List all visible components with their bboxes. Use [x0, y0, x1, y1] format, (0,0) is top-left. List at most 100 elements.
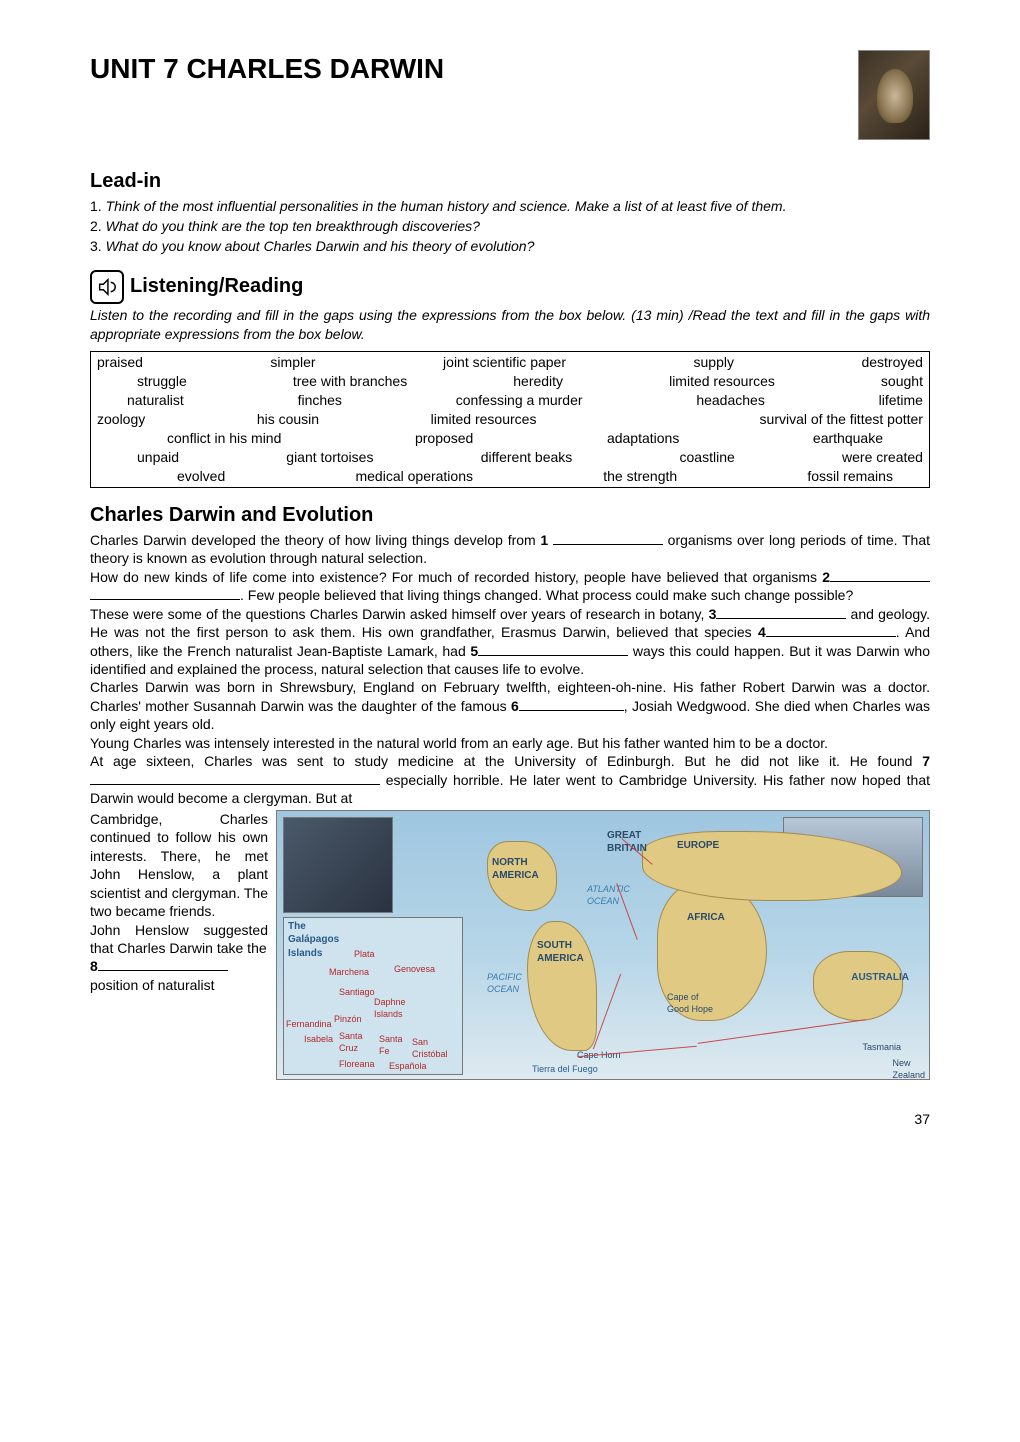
- map-label: Fernandina: [286, 1018, 332, 1030]
- gap-num: 2: [822, 569, 830, 585]
- wb-cell: simpler: [270, 353, 315, 372]
- map-label: Tierra del Fuego: [532, 1063, 598, 1075]
- map-label: SOUTHAMERICA: [537, 939, 584, 966]
- land-australia: [813, 951, 903, 1021]
- wb-cell: headaches: [696, 391, 765, 410]
- wb-cell: tree with branches: [293, 372, 407, 391]
- map-label: EUROPE: [677, 839, 719, 853]
- wb-cell: lifetime: [879, 391, 923, 410]
- page-title: UNIT 7 CHARLES DARWIN: [90, 50, 444, 88]
- wb-cell: adaptations: [607, 429, 679, 448]
- gap-blank: [830, 581, 930, 582]
- gap-blank: [766, 636, 896, 637]
- map-label: Marchena: [329, 966, 369, 978]
- wb-cell: confessing a murder: [456, 391, 583, 410]
- map-label: SanCristóbal: [412, 1036, 448, 1060]
- gap-num: 5: [470, 643, 478, 659]
- wb-cell: the strength: [603, 467, 677, 486]
- wb-cell: limited resources: [669, 372, 775, 391]
- map-label: DaphneIslands: [374, 996, 406, 1020]
- gap-num: 6: [511, 698, 519, 714]
- map-label: Española: [389, 1060, 427, 1072]
- wb-cell: survival of the fittest potter: [760, 410, 923, 429]
- left-column: Cambridge, Charles continued to follow h…: [90, 810, 268, 1080]
- wb-cell: zoology: [97, 410, 145, 429]
- gap-blank: [553, 544, 663, 545]
- darwin-inset-portrait: [283, 817, 393, 913]
- wb-cell: naturalist: [127, 391, 184, 410]
- map-label: Cape ofGood Hope: [667, 991, 713, 1015]
- wb-cell: limited resources: [431, 410, 537, 429]
- wb-cell: destroyed: [861, 353, 922, 372]
- map-label: Plata: [354, 948, 375, 960]
- leadin-item: 2. What do you think are the top ten bre…: [90, 217, 930, 236]
- article-body: Charles Darwin developed the theory of h…: [90, 531, 930, 568]
- leadin-num: 3.: [90, 238, 102, 254]
- wb-cell: coastline: [680, 448, 735, 467]
- galapagos-inset: TheGalápagosIslands Plata Marchena Genov…: [283, 917, 463, 1075]
- gap-num: 4: [758, 624, 766, 640]
- listening-intro: Listen to the recording and fill in the …: [90, 306, 930, 344]
- map-label: Genovesa: [394, 963, 435, 975]
- map-label: PACIFICOCEAN: [487, 971, 522, 995]
- wb-cell: evolved: [177, 467, 225, 486]
- wb-cell: sought: [881, 372, 923, 391]
- map-label: Pinzón: [334, 1013, 362, 1025]
- wb-cell: joint scientific paper: [443, 353, 566, 372]
- article-body: At age sixteen, Charles was sent to stud…: [90, 752, 930, 807]
- page-number: 37: [90, 1110, 930, 1129]
- leadin-num: 1.: [90, 198, 102, 214]
- wb-cell: his cousin: [257, 410, 319, 429]
- wb-cell: praised: [97, 353, 143, 372]
- leadin-num: 2.: [90, 218, 102, 234]
- wb-cell: fossil remains: [807, 467, 893, 486]
- wb-cell: finches: [298, 391, 342, 410]
- map-label: SantaFe: [379, 1033, 403, 1057]
- gap-num: 1: [540, 532, 548, 548]
- text: position of naturalist: [90, 976, 268, 994]
- text: Cambridge, Charles continued to follow h…: [90, 810, 268, 921]
- text: especially horrible. He later went to Ca…: [90, 772, 930, 806]
- map-label: AFRICA: [687, 911, 725, 925]
- map-label: Santiago: [339, 986, 375, 998]
- gap-num: 8: [90, 958, 98, 974]
- leadin-heading: Lead-in: [90, 168, 930, 195]
- gap-blank: [90, 784, 380, 785]
- map-label: TheGalápagosIslands: [288, 920, 339, 961]
- text: John Henslow suggested that Charles Darw…: [90, 921, 268, 958]
- leadin-text: What do you think are the top ten breakt…: [106, 218, 480, 234]
- map-label: AUSTRALIA: [851, 971, 909, 985]
- darwin-portrait: [858, 50, 930, 140]
- leadin-item: 1. Think of the most influential persona…: [90, 197, 930, 216]
- wb-cell: proposed: [415, 429, 473, 448]
- map-label: Tasmania: [862, 1041, 901, 1053]
- wb-cell: struggle: [137, 372, 187, 391]
- wb-cell: different beaks: [481, 448, 573, 467]
- article-body: Charles Darwin was born in Shrewsbury, E…: [90, 678, 930, 733]
- gap-blank: [90, 599, 240, 600]
- voyage-map: TheGalápagosIslands Plata Marchena Genov…: [276, 810, 930, 1080]
- article-heading: Charles Darwin and Evolution: [90, 502, 930, 529]
- leadin-text: What do you know about Charles Darwin an…: [106, 238, 535, 254]
- text: . Few people believed that living things…: [240, 587, 853, 603]
- text: Charles Darwin developed the theory of h…: [90, 532, 540, 548]
- article-body: How do new kinds of life come into exist…: [90, 568, 930, 605]
- leadin-item: 3. What do you know about Charles Darwin…: [90, 237, 930, 256]
- wb-cell: were created: [842, 448, 923, 467]
- gap-blank: [98, 970, 228, 971]
- word-box: praised simpler joint scientific paper supp…: [90, 351, 930, 487]
- wb-cell: conflict in his mind: [167, 429, 281, 448]
- wb-cell: earthquake: [813, 429, 883, 448]
- map-label: NewZealand: [892, 1057, 925, 1080]
- gap-num: 3: [709, 606, 717, 622]
- text: How do new kinds of life come into exist…: [90, 569, 822, 585]
- wb-cell: giant tortoises: [286, 448, 373, 467]
- gap-blank: [478, 655, 628, 656]
- listening-heading: Listening/Reading: [130, 273, 303, 300]
- leadin-text: Think of the most influential personalit…: [106, 198, 787, 214]
- map-label: Isabela: [304, 1033, 333, 1045]
- wb-cell: unpaid: [137, 448, 179, 467]
- text: These were some of the questions Charles…: [90, 606, 709, 622]
- speaker-icon: [90, 270, 124, 304]
- wb-cell: supply: [694, 353, 734, 372]
